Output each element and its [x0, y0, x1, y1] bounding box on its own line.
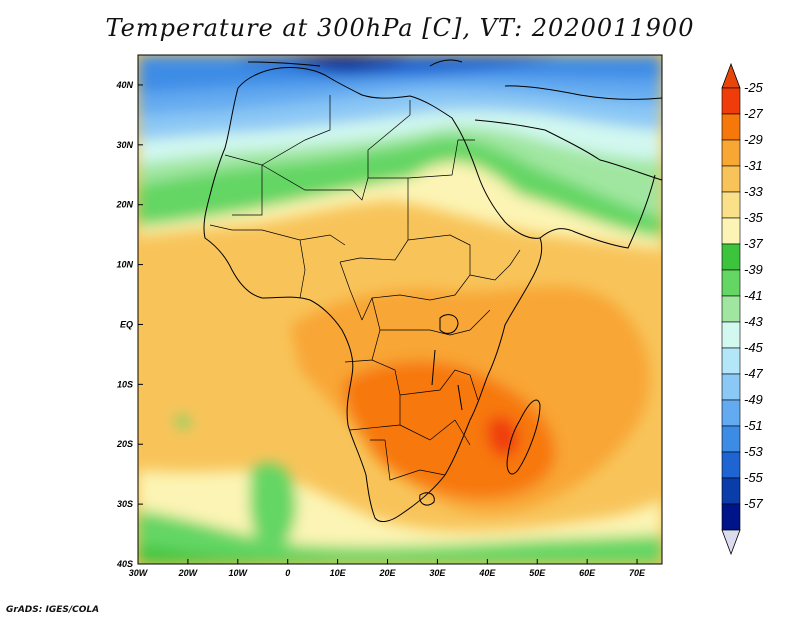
colorbar-label: -53 — [744, 444, 764, 459]
colorbar-swatch — [721, 399, 741, 427]
lon-tick-label: 20W — [178, 568, 199, 578]
lat-tick-label: 10N — [116, 260, 133, 270]
lat-tick-label: EQ — [120, 319, 133, 329]
lon-tick-label: 50E — [529, 568, 546, 578]
lat-tick-label: 20S — [116, 439, 133, 449]
colorbar-swatch — [721, 451, 741, 479]
colorbar-swatch — [721, 295, 741, 323]
colorbar-label: -55 — [744, 470, 764, 485]
lon-tick-label: 70E — [629, 568, 646, 578]
colorbar-label: -45 — [744, 340, 764, 355]
colorbar-swatches — [721, 87, 741, 531]
colorbar-label: -41 — [744, 288, 763, 303]
colorbar-top-triangle — [721, 62, 741, 89]
colorbar-label: -33 — [744, 184, 764, 199]
colorbar-label: -51 — [744, 418, 763, 433]
plot-frame — [137, 54, 663, 565]
colorbar-label: -39 — [744, 262, 763, 277]
lat-tick-label: 20N — [115, 200, 133, 210]
colorbar-label: -43 — [744, 314, 764, 329]
colorbar-label: -37 — [744, 236, 764, 251]
lat-tick-label: 30N — [116, 140, 133, 150]
colorbar-swatch — [721, 373, 741, 401]
colorbar-swatch — [721, 113, 741, 141]
lon-tick-label: 10W — [229, 568, 249, 578]
credit-label: GrADS: IGES/COLA — [6, 605, 100, 615]
colorbar-swatch — [721, 87, 741, 115]
colorbar-swatch — [721, 269, 741, 297]
colorbar-label: -49 — [744, 392, 763, 407]
colorbar-swatch — [721, 243, 741, 271]
coastline-borders — [203, 59, 662, 523]
lon-tick-label: 10E — [330, 568, 347, 578]
lon-tick-label: 40E — [478, 568, 496, 578]
axis-ticks — [137, 84, 638, 565]
colorbar-swatch — [721, 503, 741, 531]
colorbar-label: -27 — [744, 106, 764, 121]
lon-tick-label: 30E — [429, 568, 446, 578]
colorbar-swatch — [721, 217, 741, 245]
colorbar-label: -25 — [744, 80, 764, 95]
lon-tick-label: 60E — [579, 568, 596, 578]
colorbar-swatch — [721, 477, 741, 505]
lon-tick-label: 0 — [285, 568, 290, 578]
lat-tick-label: 10S — [117, 379, 133, 389]
lat-tick-label: 40S — [116, 559, 133, 569]
colorbar-swatch — [721, 139, 741, 167]
colorbar-label: -57 — [744, 496, 764, 511]
colorbar-swatch — [721, 165, 741, 193]
colorbar-swatch — [721, 347, 741, 375]
y-axis: 40N 30N 20N 10N EQ 10S 20S 30S 40S — [115, 80, 133, 569]
colorbar-labels: -25 -27 -29 -31 -33 -35 -37 -39 -41 -43 … — [744, 80, 764, 511]
temperature-field — [138, 55, 662, 564]
colorbar — [721, 62, 741, 556]
colorbar-swatch — [721, 321, 741, 349]
colorbar-label: -35 — [744, 210, 764, 225]
x-axis: 30W 20W 10W 0 10E 20E 30E 40E 50E 60E 70… — [129, 568, 646, 578]
colorbar-bottom-triangle — [721, 529, 741, 556]
lon-tick-label: 20E — [379, 568, 397, 578]
colorbar-label: -31 — [744, 158, 763, 173]
lat-tick-label: 30S — [117, 499, 133, 509]
colorbar-label: -47 — [744, 366, 764, 381]
lon-tick-label: 30W — [129, 568, 149, 578]
colorbar-swatch — [721, 425, 741, 453]
map-title: Temperature at 300hPa [C], VT: 202001190… — [105, 14, 695, 42]
colorbar-label: -29 — [744, 132, 763, 147]
lat-tick-label: 40N — [115, 80, 133, 90]
colorbar-swatch — [721, 191, 741, 219]
